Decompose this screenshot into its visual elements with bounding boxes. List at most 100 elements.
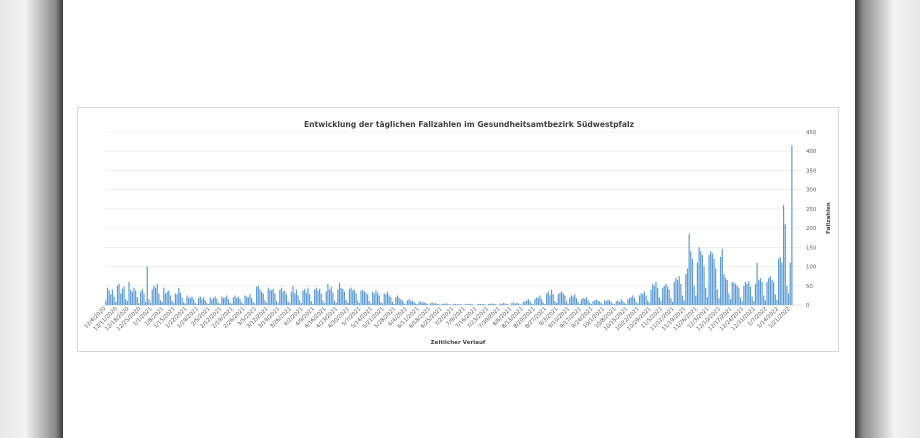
chart-bar	[216, 298, 218, 305]
chart-bar	[145, 301, 147, 305]
chart-bar	[385, 294, 387, 305]
chart-bar	[536, 297, 538, 305]
chart-bar	[299, 300, 301, 305]
chart-bar	[272, 288, 274, 305]
chart-bar	[242, 303, 244, 305]
chart-bar	[657, 287, 659, 305]
chart-bar	[711, 253, 713, 305]
chart-bar	[738, 287, 740, 305]
chart-bar	[786, 285, 788, 305]
chart-bar	[459, 304, 462, 305]
chart-bar	[391, 301, 394, 305]
chart-bar	[302, 290, 304, 305]
chart-bar	[343, 291, 346, 305]
chart-bar	[282, 291, 284, 305]
chart-bar	[519, 304, 521, 305]
chart-bar	[189, 298, 191, 305]
chart-bar	[335, 302, 337, 305]
chart-bar	[410, 301, 412, 305]
chart-bar	[183, 301, 185, 305]
chart-bar	[219, 303, 221, 305]
chart-bar	[333, 300, 336, 305]
chart-bar	[372, 291, 374, 305]
chart-bar	[633, 298, 636, 305]
chart-bar	[562, 293, 564, 305]
chart-bar	[418, 301, 420, 305]
chart-bar	[118, 283, 120, 305]
chart-bar	[517, 303, 520, 305]
chart-bar	[393, 303, 395, 305]
chart-bar	[783, 205, 785, 305]
chart-bar	[570, 295, 573, 305]
chart-bar	[751, 296, 753, 305]
chart-bar	[448, 304, 450, 305]
chart-bar	[277, 303, 279, 305]
chart-bar	[198, 298, 200, 305]
chart-bar	[595, 299, 597, 305]
chart-bar	[211, 299, 213, 305]
chart-bar	[347, 302, 349, 305]
y-tick-label: 300	[806, 188, 817, 194]
chart-bar	[511, 303, 513, 305]
chart-bar	[297, 295, 299, 305]
chart-bar	[135, 290, 137, 305]
chart-bar	[121, 288, 123, 305]
chart-bar	[403, 303, 405, 305]
chart-bar	[766, 281, 768, 305]
y-tick-label: 250	[806, 207, 817, 213]
chart-bar	[764, 300, 766, 305]
chart-bar	[435, 303, 437, 305]
chart-bar	[203, 297, 205, 305]
chart-bar	[444, 303, 447, 305]
chart-bar	[594, 300, 596, 305]
chart-bar	[529, 301, 531, 305]
chart-bar	[776, 299, 778, 305]
chart-bar	[256, 286, 258, 305]
chart-bar	[718, 298, 720, 305]
chart-bar	[671, 301, 674, 305]
chart-bar	[227, 299, 230, 305]
chart-bar	[469, 303, 471, 305]
chart-bar	[734, 283, 737, 305]
chart-bar	[106, 287, 109, 305]
chart-bar	[768, 278, 770, 305]
chart-bar	[367, 294, 369, 305]
chart-bar	[327, 283, 329, 305]
chart-bar	[323, 303, 326, 305]
chart-bar	[763, 295, 765, 305]
chart-bar	[156, 283, 158, 305]
chart-bar	[249, 294, 251, 305]
chart-bar	[625, 304, 627, 305]
chart-bar	[274, 293, 276, 305]
chart-bar	[315, 287, 317, 305]
chart-bar	[120, 293, 122, 305]
chart-bar	[706, 297, 708, 305]
chart-bar	[645, 295, 647, 305]
chart-bar	[149, 302, 152, 305]
chart-bar	[115, 301, 117, 305]
chart-bar	[541, 299, 543, 305]
chart-bar	[585, 297, 587, 305]
chart-bar	[589, 302, 591, 305]
chart-bar	[729, 299, 732, 305]
y-tick-label: 450	[806, 130, 817, 136]
chart-bar	[358, 303, 360, 305]
chart-bar	[779, 256, 781, 305]
chart-bar	[426, 303, 428, 305]
chart-bar	[113, 296, 115, 305]
chart-bar	[261, 291, 263, 305]
chart-bar	[478, 303, 480, 305]
chart-bar	[362, 289, 364, 305]
chart-bar	[363, 291, 365, 305]
chart-bar	[368, 301, 370, 305]
chart-bar	[231, 303, 233, 305]
chart-bar	[342, 288, 344, 305]
chart-bar	[348, 288, 351, 305]
chart-bar	[761, 281, 763, 305]
chart-bar	[204, 300, 206, 305]
chart-bar	[305, 292, 307, 305]
chart-bar	[696, 262, 699, 305]
chart-bar	[446, 303, 448, 305]
chart-bar	[264, 300, 266, 305]
chart-bar	[582, 298, 584, 305]
